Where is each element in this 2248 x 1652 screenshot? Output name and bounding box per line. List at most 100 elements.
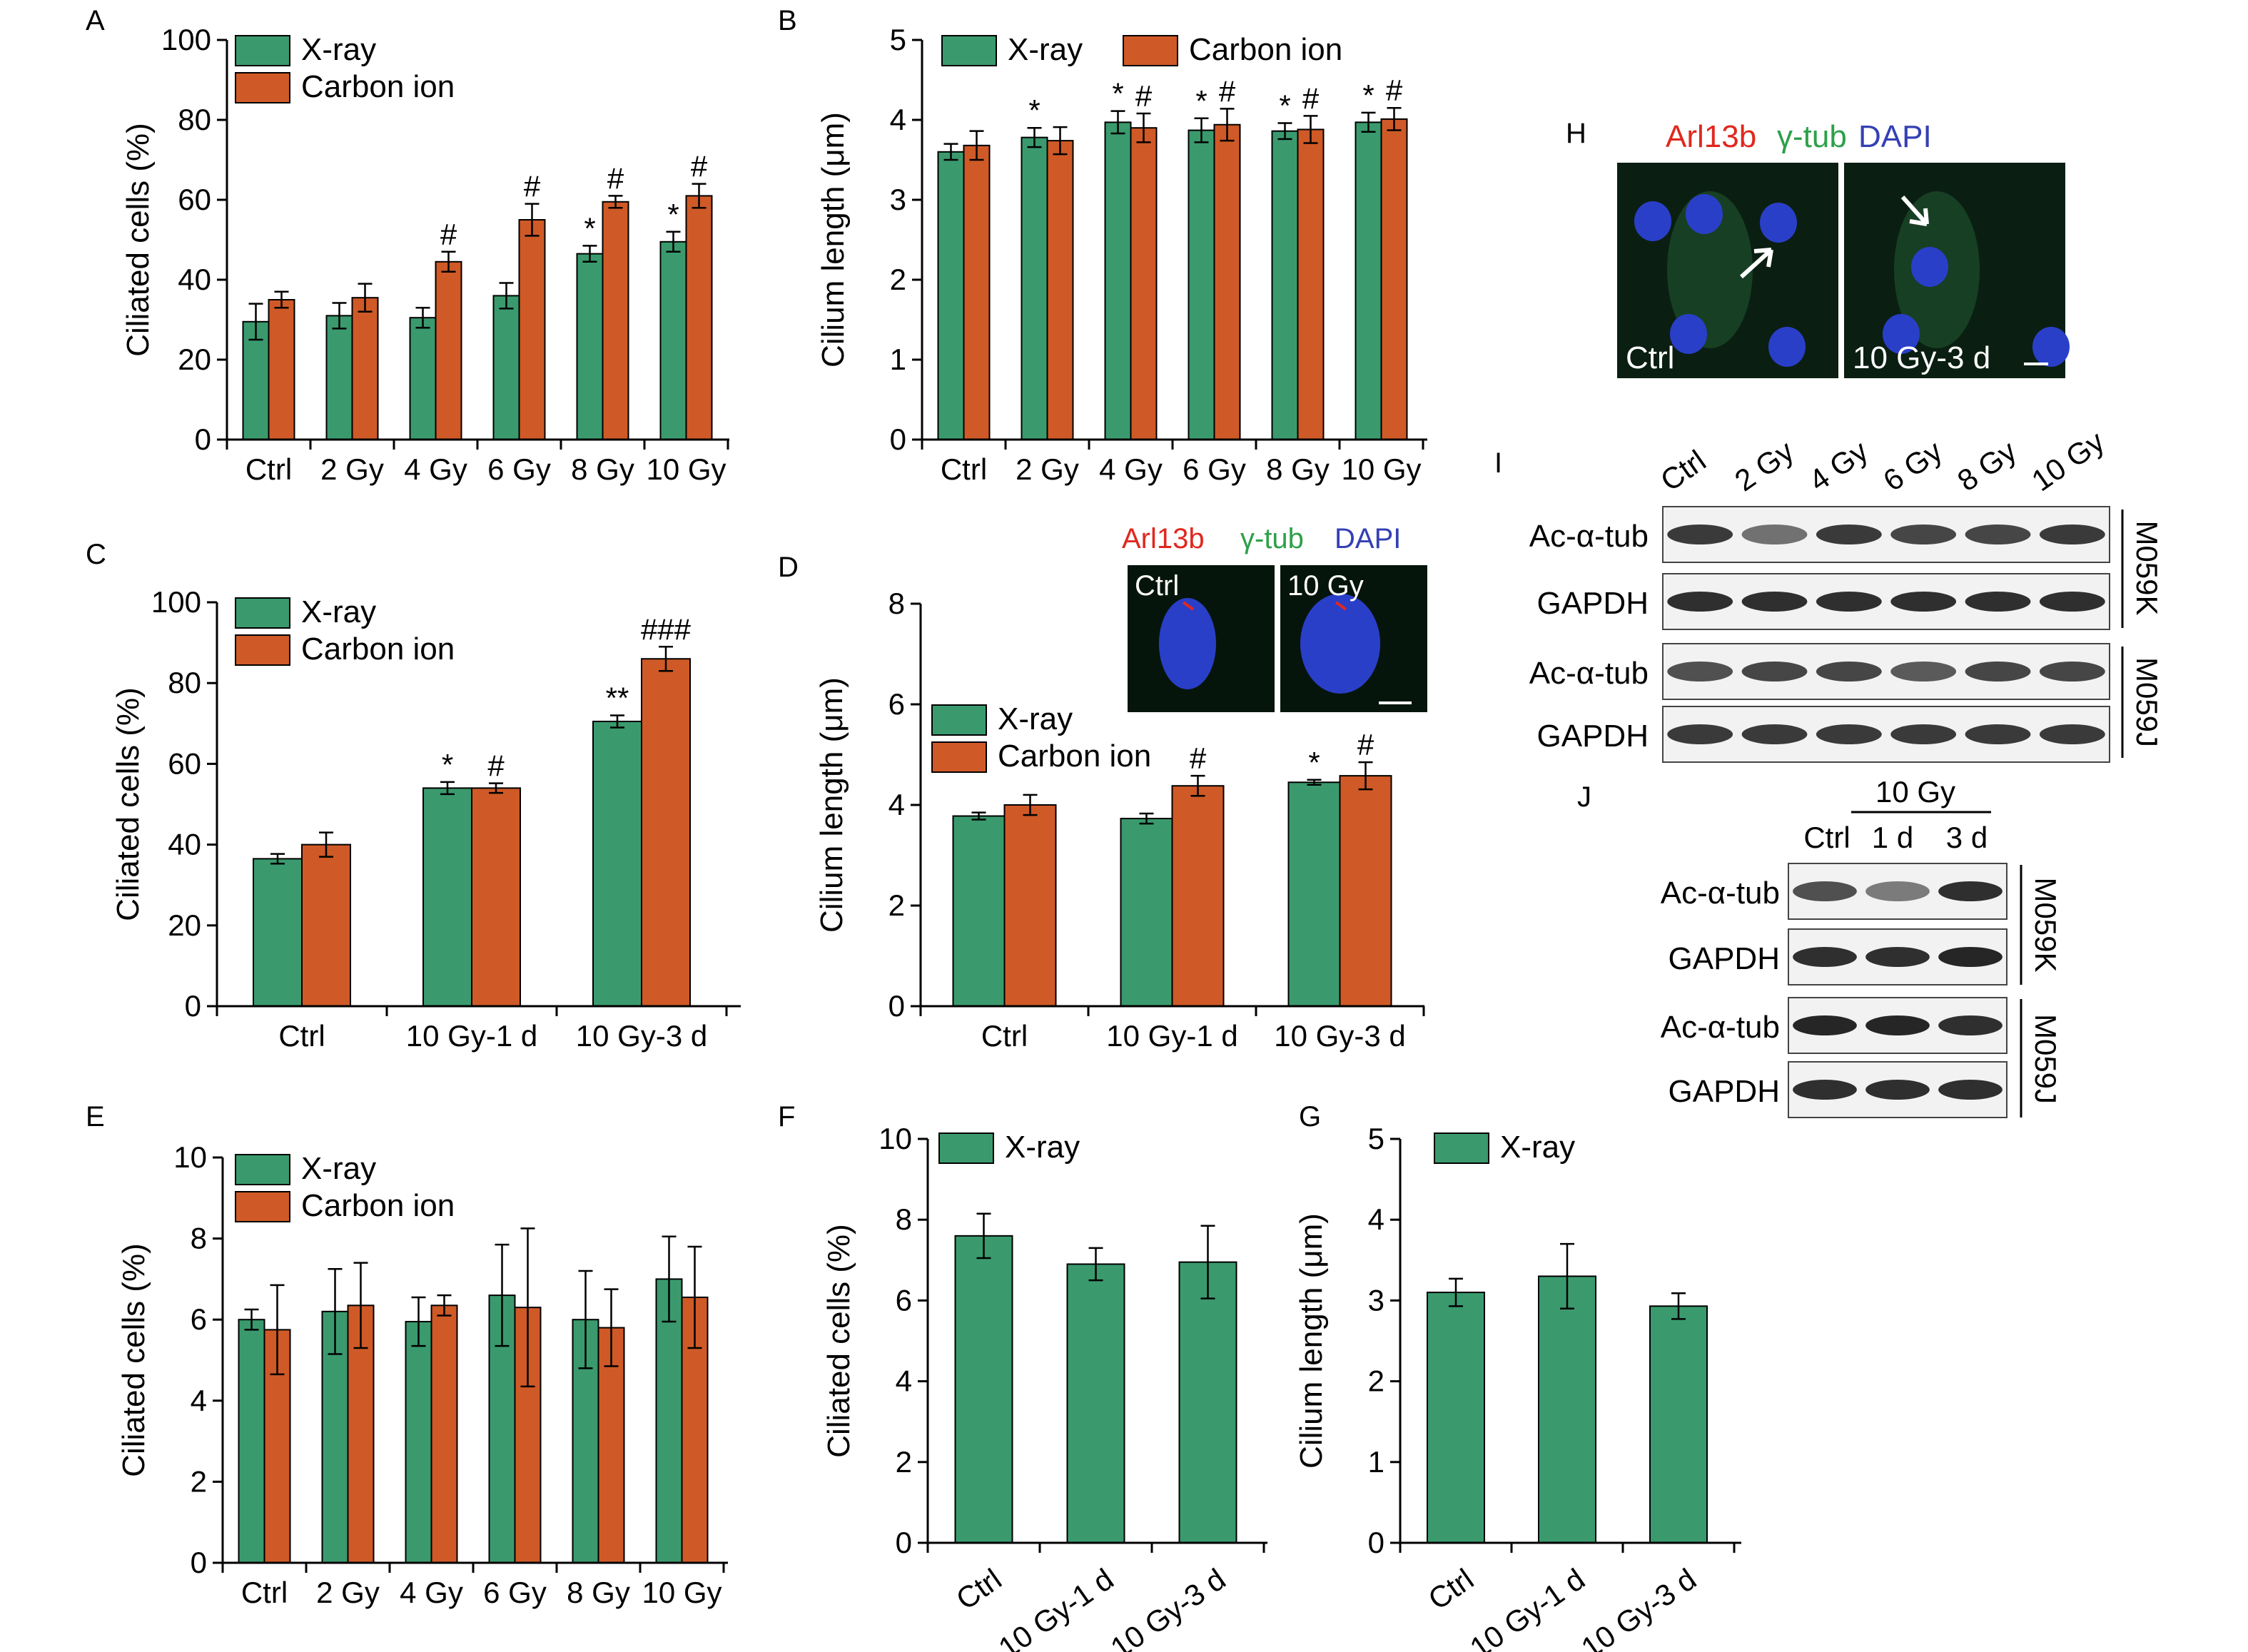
blot-band [1741,524,1808,545]
bar-e-s0-2 [405,1321,432,1564]
x-tick-label: 10 Gy-3 d [1274,1019,1405,1053]
y-tick-label: 5 [1368,1122,1384,1155]
h-legend-0: Arl13b [1666,119,1756,154]
blot-row-label: GAPDH [1669,941,1780,976]
y-axis-title: Ciliated cells (%) [111,687,146,921]
blot-band [2039,591,2105,612]
bar-b-s1-2 [1130,127,1158,440]
bar-f-s0-1 [1066,1263,1125,1544]
blot-band [1793,1079,1857,1100]
y-tick-label: 0 [1368,1526,1384,1559]
bar-d-s0-1 [1120,818,1173,1008]
y-tick-label: 0 [888,989,905,1023]
significance-mark: * [1195,84,1207,118]
bar-c-s0-1 [422,787,472,1007]
legend-label: Carbon ion [1189,32,1342,67]
panel-label-h: H [1566,118,1586,149]
significance-mark: * [1362,78,1374,112]
significance-mark: # [440,218,457,251]
significance-mark: ** [606,681,629,714]
bar-b-s1-0 [963,144,991,440]
y-tick-label: 4 [1368,1202,1384,1236]
lane-label: 1 d [1872,821,1913,854]
legend-swatch [235,35,290,66]
y-tick-label: 3 [1368,1283,1384,1317]
lane-label: Ctrl [1803,821,1850,854]
blot-band [1816,524,1882,545]
nucleus [1883,314,1920,354]
nucleus [1159,598,1216,689]
panel-label-c: C [86,539,106,570]
y-axis-title: Cilium length (μm) [1294,1213,1329,1469]
blot-band [1667,724,1733,745]
legend-label: X-ray [1008,32,1083,67]
y-tick-label: 2 [890,263,906,296]
bar-b-s0-2 [1104,121,1132,441]
cell-line-label: M059K [2130,520,2164,615]
blot-band [1938,1079,2003,1100]
blot-band [1667,524,1733,545]
x-tick-label: 6 Gy [487,452,551,486]
blot-strip [1662,706,2110,763]
blot-row-label: Ac-α-tub [1661,876,1780,911]
bar-a-s0-4 [576,253,604,440]
panel-label-b: B [778,5,797,36]
bar-a-s1-1 [351,297,379,441]
significance-mark: # [487,749,505,783]
y-tick-label: 100 [151,585,201,619]
y-tick-label: 0 [195,422,211,456]
y-tick-label: 5 [890,23,906,56]
blot-row-label: GAPDH [1669,1074,1780,1109]
y-tick-label: 100 [161,23,211,56]
blot-band [1741,724,1808,745]
y-tick-label: 6 [191,1302,207,1336]
x-tick-label: Ctrl [241,1576,288,1609]
blot-row-label: GAPDH [1537,719,1649,754]
y-tick-label: 4 [896,1364,912,1398]
x-tick-label: 8 Gy [1266,452,1330,486]
blot-band [2039,524,2105,545]
blot-band [1865,946,1930,968]
legend-swatch [235,597,290,629]
blot-band [1965,661,2031,682]
significance-mark: # [607,161,624,195]
significance-mark: # [1357,728,1374,761]
bar-e-s1-5 [681,1296,709,1564]
x-tick-label: 10 Gy [646,452,726,486]
panel-label-g: G [1299,1101,1321,1132]
x-tick-label: 10 Gy-3 d [1575,1562,1702,1652]
x-tick-label: Ctrl [245,452,292,486]
bar-c-s1-0 [301,843,351,1007]
legend-label: Carbon ion [998,739,1151,774]
cilium-mark [1182,601,1195,611]
x-tick-label: 10 Gy-1 d [1106,1019,1237,1053]
bar-c-s1-2 [641,658,691,1007]
lane-label: 6 Gy [1877,434,1948,497]
y-tick-label: 2 [1368,1364,1384,1398]
chart-panel-a: A * * # # # #0 20 40 60 80 100 Ctrl 2 Gy 4 Gy 6 Gy 8 Gy 1… [86,5,729,486]
x-tick-label: 10 Gy-1 d [993,1562,1120,1652]
y-tick-label: 1 [1368,1445,1384,1479]
bar-b-s0-5 [1355,121,1382,441]
lane-label: 2 Gy [1728,434,1800,497]
x-tick-label: 10 Gy [1341,452,1421,486]
blot-band [1793,881,1857,902]
inset-legend-1: γ-tub [1240,523,1304,554]
panel-label-e: E [86,1101,105,1132]
legend-swatch [941,35,997,66]
legend-swatch [1434,1132,1489,1164]
y-tick-label: 60 [178,183,211,216]
nucleus [1634,201,1671,241]
bar-a-s0-1 [325,315,353,440]
x-tick-label: 8 Gy [571,452,634,486]
inset-legend-0: Arl13b [1122,523,1205,554]
significance-mark: * [1308,746,1320,779]
significance-mark: * [1112,77,1123,111]
blot-band [1890,591,1957,612]
x-tick-label: 8 Gy [567,1576,630,1609]
significance-mark: * [442,748,453,781]
blot-band [1865,1079,1930,1100]
